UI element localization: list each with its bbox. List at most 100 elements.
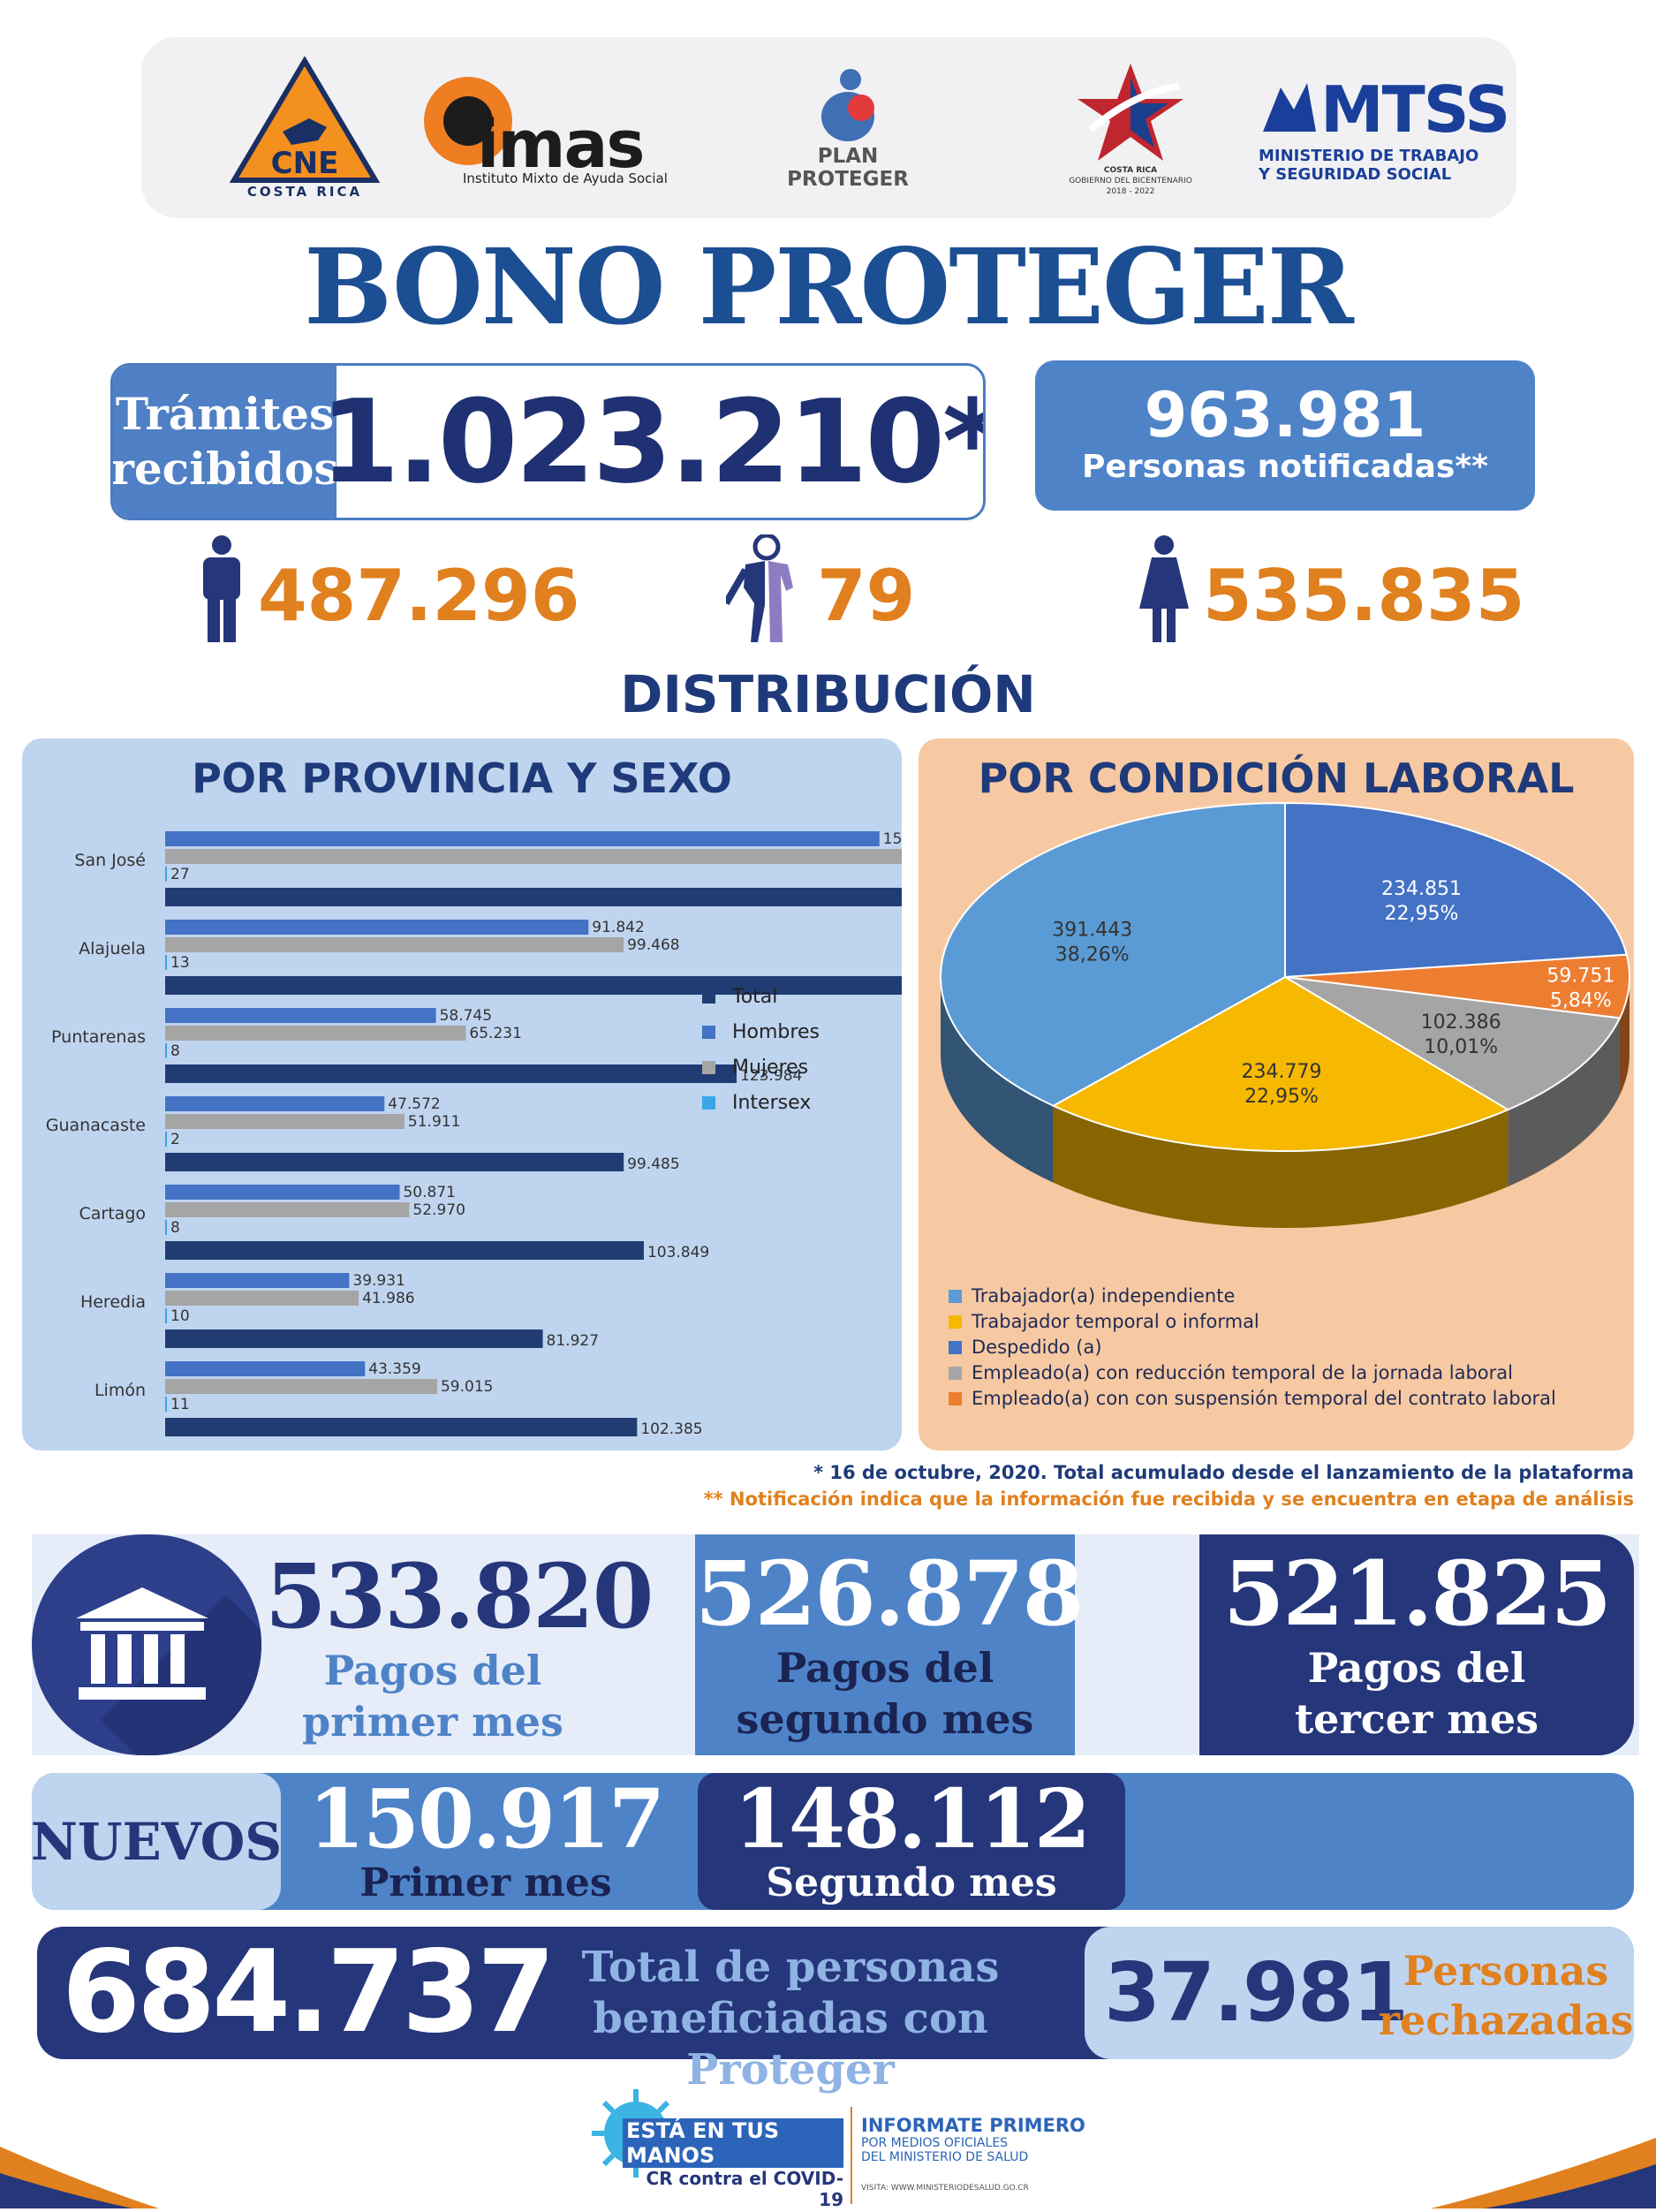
bar-value-label: 2 — [170, 1131, 180, 1148]
legend-swatch — [949, 1367, 962, 1380]
cr-line2: GOBIERNO DEL BICENTENARIO — [1069, 176, 1192, 186]
plan-proteger-logo: PLAN PROTEGER — [760, 37, 936, 218]
pie-slice — [1284, 976, 1622, 1111]
bar-value-label: 102.385 — [640, 1420, 702, 1438]
legend-swatch — [702, 1026, 715, 1039]
bar-value-label: 65.231 — [469, 1025, 521, 1042]
tramites-value: 1.023.210* — [320, 375, 986, 509]
legend-swatch — [702, 990, 715, 1004]
bar-value-label: 50.871 — [403, 1184, 455, 1201]
pie-value-label: 391.443 — [1052, 919, 1132, 941]
nuevos-second-label: Segundo mes — [766, 1860, 1057, 1905]
bar-value-label: 81.927 — [547, 1332, 599, 1350]
bar-value-label: 99.485 — [627, 1155, 679, 1173]
bar-value-label: 8 — [170, 1042, 180, 1060]
legend-swatch — [702, 1096, 715, 1110]
bar-mujeres — [165, 937, 624, 952]
bar-mujeres — [165, 1202, 410, 1217]
men-count: 487.296 — [258, 555, 580, 637]
distribucion-title: DISTRIBUCIÓN — [620, 664, 1036, 724]
bar-intersex — [165, 1220, 167, 1235]
tramites-card: Trámites recibidos 1.023.210* — [110, 363, 986, 520]
bar-total — [165, 1153, 624, 1171]
tramites-label: Trámites recibidos — [113, 366, 339, 518]
logo-bar: CNE COSTA RICA imas Instituto Mixto de A… — [141, 37, 1516, 218]
bar-intersex — [165, 1132, 167, 1147]
male-icon — [196, 534, 247, 646]
footnotes: * 16 de octubre, 2020. Total acumulado d… — [0, 1459, 1634, 1512]
labor-chart-title: POR CONDICIÓN LABORAL — [978, 754, 1575, 802]
bar-value-label: 91.842 — [592, 919, 644, 936]
bar-total — [165, 976, 902, 995]
cr-line1: COSTA RICA — [1103, 165, 1158, 175]
category-label: Cartago — [79, 1204, 147, 1223]
nuevos-first-label: Primer mes — [359, 1860, 612, 1905]
bar-mujeres — [165, 1379, 437, 1394]
bar-mujeres — [165, 849, 902, 864]
nuevos-first: 150.917 Primer mes — [283, 1776, 689, 1905]
bar-total — [165, 1329, 543, 1348]
legend-swatch — [702, 1061, 715, 1074]
informate-primero: INFORMATE PRIMERO POR MEDIOS OFICIALES D… — [861, 2115, 1085, 2193]
pie-slice — [940, 801, 1286, 1107]
cr-line3: 2018 - 2022 — [1106, 186, 1155, 196]
covid-campaign: ESTÁ EN TUS MANOS CR contra el COVID-19 — [623, 2118, 843, 2210]
bar-total — [165, 888, 902, 906]
payment-first-value: 533.820 — [265, 1544, 654, 1648]
pie-value-label: 234.851 — [1381, 878, 1462, 900]
payment-third: 521.825 Pagos del tercer mes — [1199, 1534, 1634, 1755]
pie-pct-label: 5,84% — [1550, 989, 1612, 1011]
legend-label: Intersex — [732, 1092, 811, 1114]
total-beneficiadas-value: 684.737 — [62, 1927, 556, 2058]
rechazadas-value: 37.981 — [1104, 1945, 1409, 2040]
bar-total — [165, 1064, 737, 1083]
payment-first: 533.820 Pagos del primer mes — [265, 1544, 654, 1746]
notificadas-value: 963.981 — [1144, 379, 1426, 451]
legend-swatch — [949, 1341, 962, 1354]
costa-rica-star-icon — [1078, 63, 1183, 161]
bar-value-label: 41.986 — [362, 1290, 414, 1307]
mtss-hands-icon — [1263, 82, 1316, 132]
legend-swatch — [949, 1315, 962, 1329]
payment-second-value: 526.878 — [695, 1542, 1084, 1646]
imas-logo: imas Instituto Mixto de Ayuda Social — [424, 37, 671, 218]
pie-value-label: 59.751 — [1546, 965, 1614, 987]
pie-value-label: 102.386 — [1421, 1011, 1501, 1034]
bar-value-label: 10 — [170, 1307, 190, 1325]
nuevos-second-value: 148.112 — [733, 1771, 1091, 1867]
footnote-1: * 16 de octubre, 2020. Total acumulado d… — [813, 1462, 1634, 1483]
total-beneficiadas-label: Total de personas beneficiadas con Prote… — [581, 1943, 1000, 2095]
labor-chart-panel: POR CONDICIÓN LABORAL 234.851 22,95% 59.75… — [919, 739, 1634, 1451]
pie-pct-label: 10,01% — [1424, 1036, 1498, 1058]
notificadas-card: 963.981 Personas notificadas** — [1035, 360, 1535, 511]
province-chart-panel: POR PROVINCIA Y SEXO San José154.976165.… — [22, 739, 902, 1451]
nuevos-second: 148.112 Segundo mes — [698, 1773, 1125, 1910]
bar-hombres — [165, 1185, 400, 1200]
category-label: Heredia — [80, 1292, 146, 1312]
bar-value-label: 47.572 — [388, 1095, 440, 1113]
bar-intersex — [165, 867, 167, 882]
bar-value-label: 123.984 — [740, 1067, 802, 1085]
rechazadas-card — [1085, 1927, 1634, 2059]
imas-sub: Instituto Mixto de Ayuda Social — [463, 170, 668, 186]
footer-right-wave — [1431, 2129, 1656, 2212]
pie-pct-label: 22,95% — [1244, 1086, 1319, 1108]
bar-intersex — [165, 955, 167, 970]
nuevos-first-value: 150.917 — [307, 1771, 665, 1867]
bar-value-label: 154.976 — [883, 830, 902, 848]
intersex-icon — [722, 533, 805, 646]
costa-rica-logo: COSTA RICA GOBIERNO DEL BICENTENARIO 201… — [1060, 37, 1201, 218]
bar-mujeres — [165, 1026, 466, 1041]
bar-value-label: 43.359 — [368, 1360, 420, 1378]
pie-slice — [1284, 953, 1630, 1019]
bar-mujeres — [165, 1291, 359, 1306]
payment-second: 526.878 Pagos del segundo mes — [695, 1534, 1084, 1755]
cne-triangle-icon: CNE — [230, 56, 380, 183]
pie-side — [1619, 977, 1630, 1095]
pie-slice — [1284, 801, 1629, 979]
bar-hombres — [165, 1096, 385, 1111]
plan-proteger-text: PLAN PROTEGER — [787, 144, 909, 191]
province-chart-title: POR PROVINCIA Y SEXO — [192, 754, 732, 802]
category-label: San José — [74, 851, 146, 870]
